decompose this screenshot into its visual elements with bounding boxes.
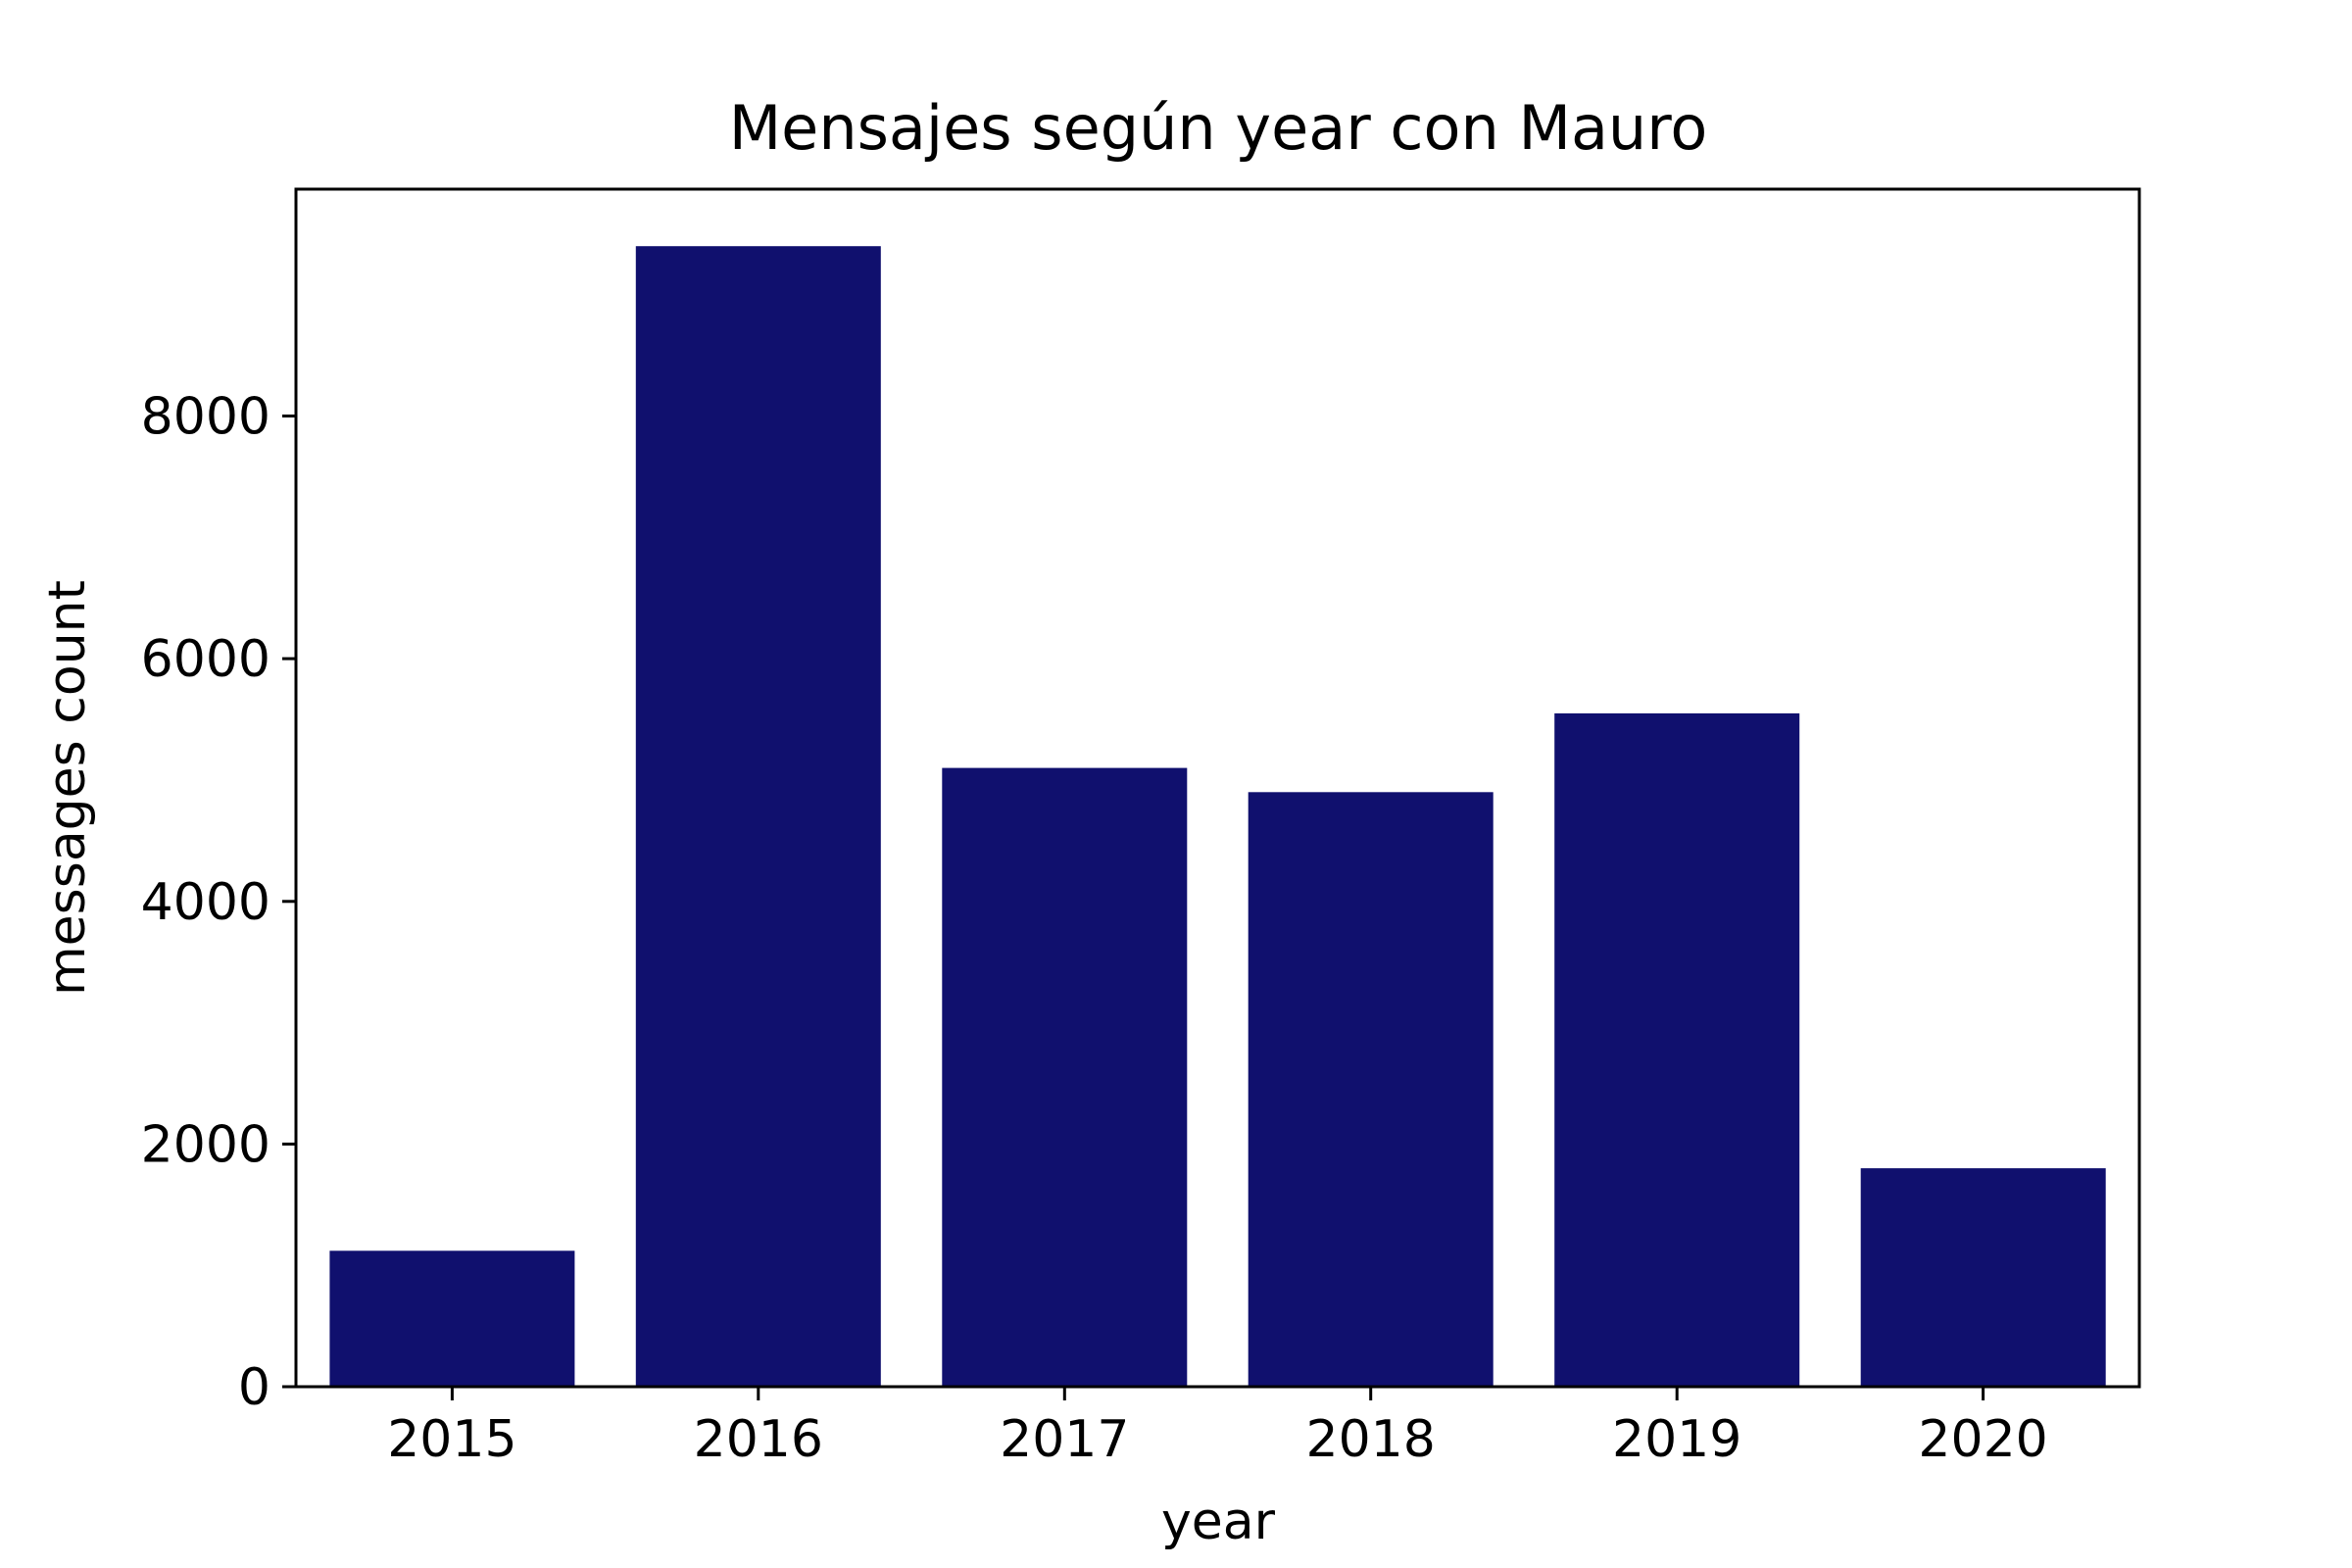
x-tick-label-2020: 2020 [1918,1410,2047,1469]
x-tick-label-2018: 2018 [1306,1410,1436,1469]
y-tick-label-2000: 2000 [141,1115,270,1174]
bars-group [329,246,2106,1388]
bar-2016 [635,246,881,1388]
x-tick-label-2019: 2019 [1612,1410,1741,1469]
bar-2020 [1860,1168,2106,1387]
bar-2017 [942,767,1188,1387]
bar-2018 [1248,792,1494,1387]
bar-2015 [329,1250,575,1387]
y-tick-label-8000: 8000 [141,388,270,447]
y-axis: 0 2000 4000 6000 8000 [141,388,296,1417]
y-tick-label-4000: 4000 [141,873,270,932]
chart-title: Mensajes según year con Mauro [729,92,1708,164]
x-tick-label-2016: 2016 [694,1410,823,1469]
y-tick-label-6000: 6000 [141,630,270,689]
x-tick-label-2015: 2015 [387,1410,516,1469]
bar-2019 [1554,712,1800,1387]
x-tick-label-2017: 2017 [1000,1410,1129,1469]
x-axis-label: year [1161,1493,1276,1551]
y-tick-label-0: 0 [238,1358,270,1417]
plot-frame [294,187,2141,1389]
y-axis-label: messages count [38,580,97,996]
x-axis: 2015 2016 2017 2018 2019 2020 [387,1387,2048,1469]
